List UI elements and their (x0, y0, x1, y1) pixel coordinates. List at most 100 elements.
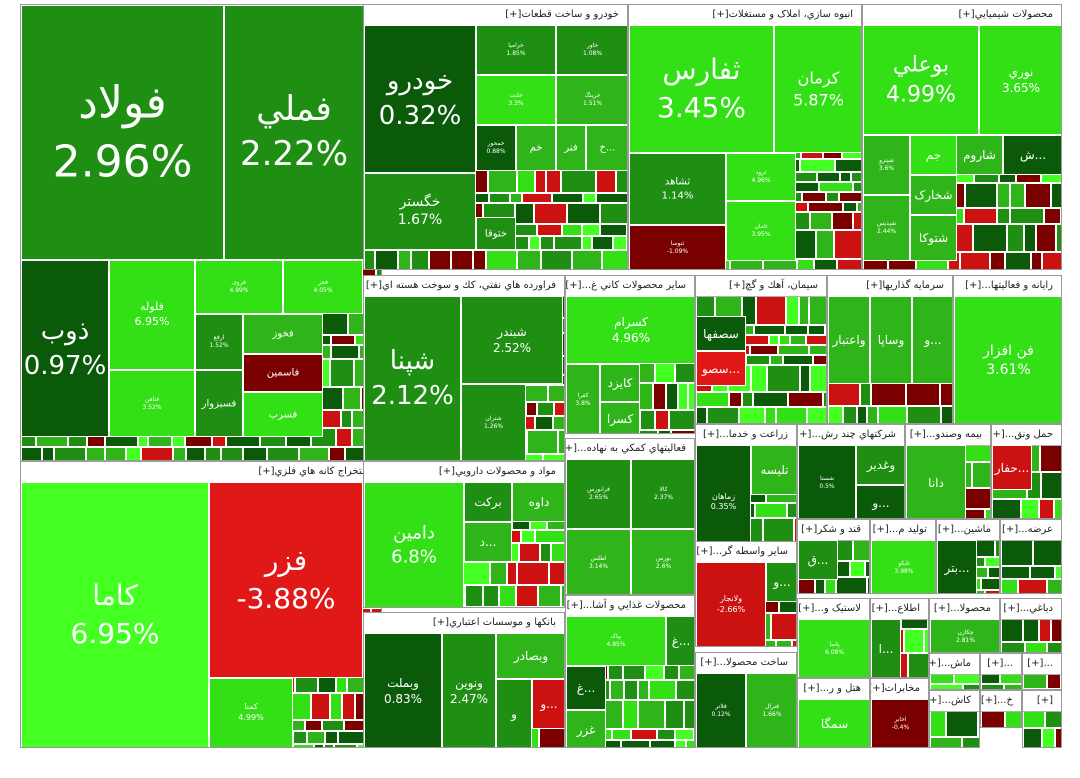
expand-toggle[interactable]: [+] (566, 443, 578, 454)
sector-box[interactable]: توليد م...[+] تابکو 3.98% (870, 519, 936, 594)
minor-stock-tile[interactable] (964, 445, 990, 462)
sector-box[interactable]: ...[+] (980, 653, 1022, 690)
minor-stock-tile[interactable] (1023, 711, 1045, 728)
stock-tile[interactable]: نوري 3.65% (979, 25, 1061, 135)
minor-stock-tile[interactable] (1023, 619, 1039, 642)
stock-tile[interactable]: و... (856, 485, 904, 518)
minor-stock-tile[interactable] (978, 711, 979, 737)
minor-stock-tile[interactable] (473, 250, 486, 269)
sector-box[interactable]: ساخت محصولا...[+] فلاتر 0.12% فنرال 1.66% (695, 652, 797, 748)
minor-stock-tile[interactable] (930, 737, 962, 747)
sector-box[interactable]: اطلاع...[+] ا... (870, 598, 929, 678)
stock-tile[interactable]: بتر... (937, 540, 977, 593)
minor-stock-tile[interactable] (528, 607, 557, 608)
stock-tile[interactable]: خزامیا 1.85% (476, 25, 556, 75)
minor-stock-tile[interactable] (857, 406, 867, 423)
minor-stock-tile[interactable] (767, 365, 800, 392)
minor-stock-tile[interactable] (1039, 499, 1054, 518)
minor-stock-tile[interactable] (549, 562, 564, 585)
minor-stock-tile[interactable] (364, 607, 376, 608)
minor-stock-tile[interactable] (141, 447, 173, 460)
stock-tile[interactable]: شستا 0.5% (798, 445, 856, 518)
stock-tile[interactable]: شتوکا (910, 215, 957, 261)
minor-stock-tile[interactable] (807, 407, 826, 423)
stock-tile[interactable]: ولانجار -2.66% (696, 562, 766, 646)
minor-stock-tile[interactable] (985, 557, 999, 567)
minor-stock-tile[interactable] (787, 503, 796, 518)
stock-tile[interactable]: ختوقا (476, 217, 516, 250)
minor-stock-tile[interactable] (600, 224, 627, 236)
minor-stock-tile[interactable] (649, 680, 676, 700)
stock-tile[interactable]: ق... (798, 540, 838, 580)
minor-stock-tile[interactable] (548, 385, 564, 402)
minor-stock-tile[interactable] (840, 172, 851, 182)
minor-stock-tile[interactable] (1055, 566, 1061, 579)
minor-stock-tile[interactable] (800, 159, 835, 172)
sector-box[interactable]: دباغي...[+] (1000, 598, 1062, 653)
stock-tile[interactable]: کمنا 4.99% (209, 678, 293, 747)
minor-stock-tile[interactable] (21, 447, 42, 460)
minor-stock-tile[interactable] (665, 700, 684, 729)
minor-stock-tile[interactable] (675, 740, 686, 747)
stock-tile[interactable]: کسرا (600, 402, 640, 433)
minor-stock-tile[interactable] (813, 355, 826, 365)
minor-stock-tile[interactable] (1023, 674, 1047, 689)
minor-stock-tile[interactable] (1001, 619, 1023, 642)
minor-stock-tile[interactable] (638, 680, 649, 700)
expand-toggle[interactable]: [+] (872, 524, 889, 535)
minor-stock-tile[interactable] (338, 731, 366, 744)
stock-tile[interactable]: ا... (871, 619, 901, 677)
minor-stock-tile[interactable] (600, 203, 627, 224)
stock-tile[interactable]: كاما 6.95% (21, 482, 209, 747)
minor-stock-tile[interactable] (1007, 224, 1024, 252)
minor-stock-tile[interactable] (907, 406, 941, 423)
minor-stock-tile[interactable] (1047, 642, 1061, 652)
minor-stock-tile[interactable] (376, 607, 402, 608)
stock-tile[interactable]: فلاتر 0.12% (696, 673, 746, 747)
stock-tile[interactable]: بوعلي 4.99% (863, 25, 979, 135)
minor-stock-tile[interactable] (904, 629, 924, 653)
expand-toggle[interactable]: [+] (696, 546, 713, 557)
stock-tile[interactable]: غ... (566, 666, 606, 710)
expand-toggle[interactable]: [+] (365, 280, 382, 291)
minor-stock-tile[interactable] (572, 250, 602, 269)
sector-box[interactable]: [+] (1022, 690, 1062, 748)
sector-box[interactable]: لاستيک و...[+] پاسا 6.08% (797, 598, 870, 678)
stock-tile[interactable]: فلوله 6.95% (109, 260, 195, 370)
minor-stock-tile[interactable] (1039, 619, 1051, 642)
expand-toggle[interactable]: [+] (871, 603, 888, 614)
minor-stock-tile[interactable] (793, 230, 816, 259)
stock-tile[interactable]: فجر 4.05% (283, 260, 363, 314)
expand-toggle[interactable]: [+] (933, 603, 951, 614)
minor-stock-tile[interactable] (517, 562, 549, 585)
minor-stock-tile[interactable] (1061, 208, 1062, 224)
minor-stock-tile[interactable] (344, 720, 365, 731)
minor-stock-tile[interactable] (305, 720, 322, 731)
sector-box[interactable]: استخراج کانه هاي فلزي[+] كاما 6.95% فزر -3.8… (20, 461, 382, 748)
sector-box[interactable]: بانكها و موسسات اعتباري[+] وبملت 0.83% ونوي… (363, 612, 565, 748)
minor-stock-tile[interactable] (941, 406, 952, 423)
stock-tile[interactable]: اطلس 3.14% (566, 529, 631, 594)
minor-stock-tile[interactable] (688, 383, 694, 410)
minor-stock-tile[interactable] (666, 383, 678, 410)
minor-stock-tile[interactable] (1024, 224, 1036, 252)
minor-stock-tile[interactable] (336, 428, 352, 447)
minor-stock-tile[interactable] (1041, 472, 1061, 499)
minor-stock-tile[interactable] (567, 203, 600, 224)
minor-stock-tile[interactable] (776, 640, 792, 646)
stock-tile[interactable]: کایزد (600, 364, 640, 402)
minor-stock-tile[interactable] (1025, 183, 1051, 208)
stock-tile[interactable]: داوه (512, 482, 564, 522)
minor-stock-tile[interactable] (990, 252, 1005, 269)
minor-stock-tile[interactable] (1042, 728, 1055, 747)
minor-stock-tile[interactable] (808, 325, 825, 335)
minor-stock-tile[interactable] (398, 250, 411, 269)
expand-toggle[interactable]: [+] (703, 429, 720, 440)
minor-stock-tile[interactable] (592, 236, 613, 250)
stock-tile[interactable]: فسرب (243, 392, 323, 437)
minor-stock-tile[interactable] (954, 674, 979, 684)
expand-toggle[interactable]: [+] (909, 429, 926, 440)
stock-tile[interactable]: فملي 2.22% (224, 5, 364, 260)
sector-box[interactable]: سرمايه گذاريها[+] واعتبار وساپا و... (827, 275, 953, 424)
minor-stock-tile[interactable] (341, 410, 352, 428)
